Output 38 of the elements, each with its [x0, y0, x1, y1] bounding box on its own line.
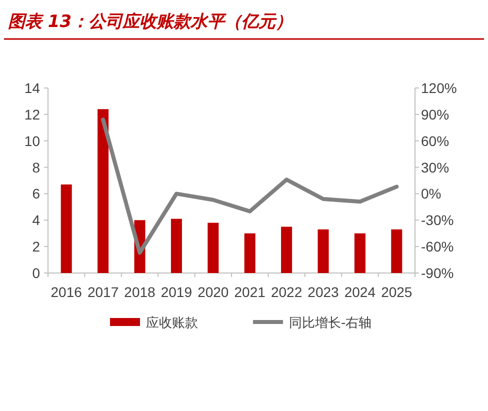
x-tick-label: 2023 [308, 284, 340, 300]
y2-tick-label: -60% [421, 238, 454, 255]
bar [354, 233, 366, 273]
bar [60, 184, 72, 273]
x-tick-label: 2025 [381, 284, 412, 300]
y-tick-label: 0 [32, 265, 40, 281]
y2-tick-label: 60% [421, 132, 450, 149]
x-tick-label: 2021 [234, 284, 266, 300]
bar [281, 226, 292, 273]
y-tick-label: 10 [24, 132, 40, 149]
y2-tick-label: 90% [421, 106, 450, 122]
x-tick-label: 2016 [50, 284, 82, 300]
x-tick-label: 2017 [87, 284, 119, 300]
x-tick-label: 2022 [270, 284, 302, 300]
y-tick-label: 6 [32, 186, 40, 202]
bar [391, 229, 402, 273]
y2-tick-label: -90% [421, 265, 454, 281]
y2-tick-label: 30% [421, 159, 450, 176]
y-tick-label: 2 [32, 238, 40, 255]
x-tick-label: 2019 [160, 284, 192, 300]
chart-title: 图表 13：公司应收账款水平（亿元） [8, 12, 293, 32]
y2-tick-label: 0% [421, 186, 442, 202]
y-tick-label: 4 [32, 212, 40, 228]
y-tick-label: 8 [32, 159, 40, 176]
bar [98, 109, 109, 273]
y-tick-label: 14 [24, 80, 40, 96]
bar [170, 218, 182, 273]
bar [208, 222, 219, 273]
bar [244, 233, 256, 273]
x-tick-label: 2018 [124, 284, 156, 300]
y2-tick-label: 120% [421, 80, 457, 96]
y-tick-label: 12 [24, 106, 40, 122]
x-tick-label: 2020 [198, 284, 229, 300]
legend-label: 应收账款 [146, 315, 198, 331]
x-tick-label: 2024 [344, 284, 376, 300]
legend-label: 同比增长-右轴 [289, 316, 372, 331]
bar [318, 229, 329, 273]
y2-tick-label: -30% [421, 212, 454, 228]
